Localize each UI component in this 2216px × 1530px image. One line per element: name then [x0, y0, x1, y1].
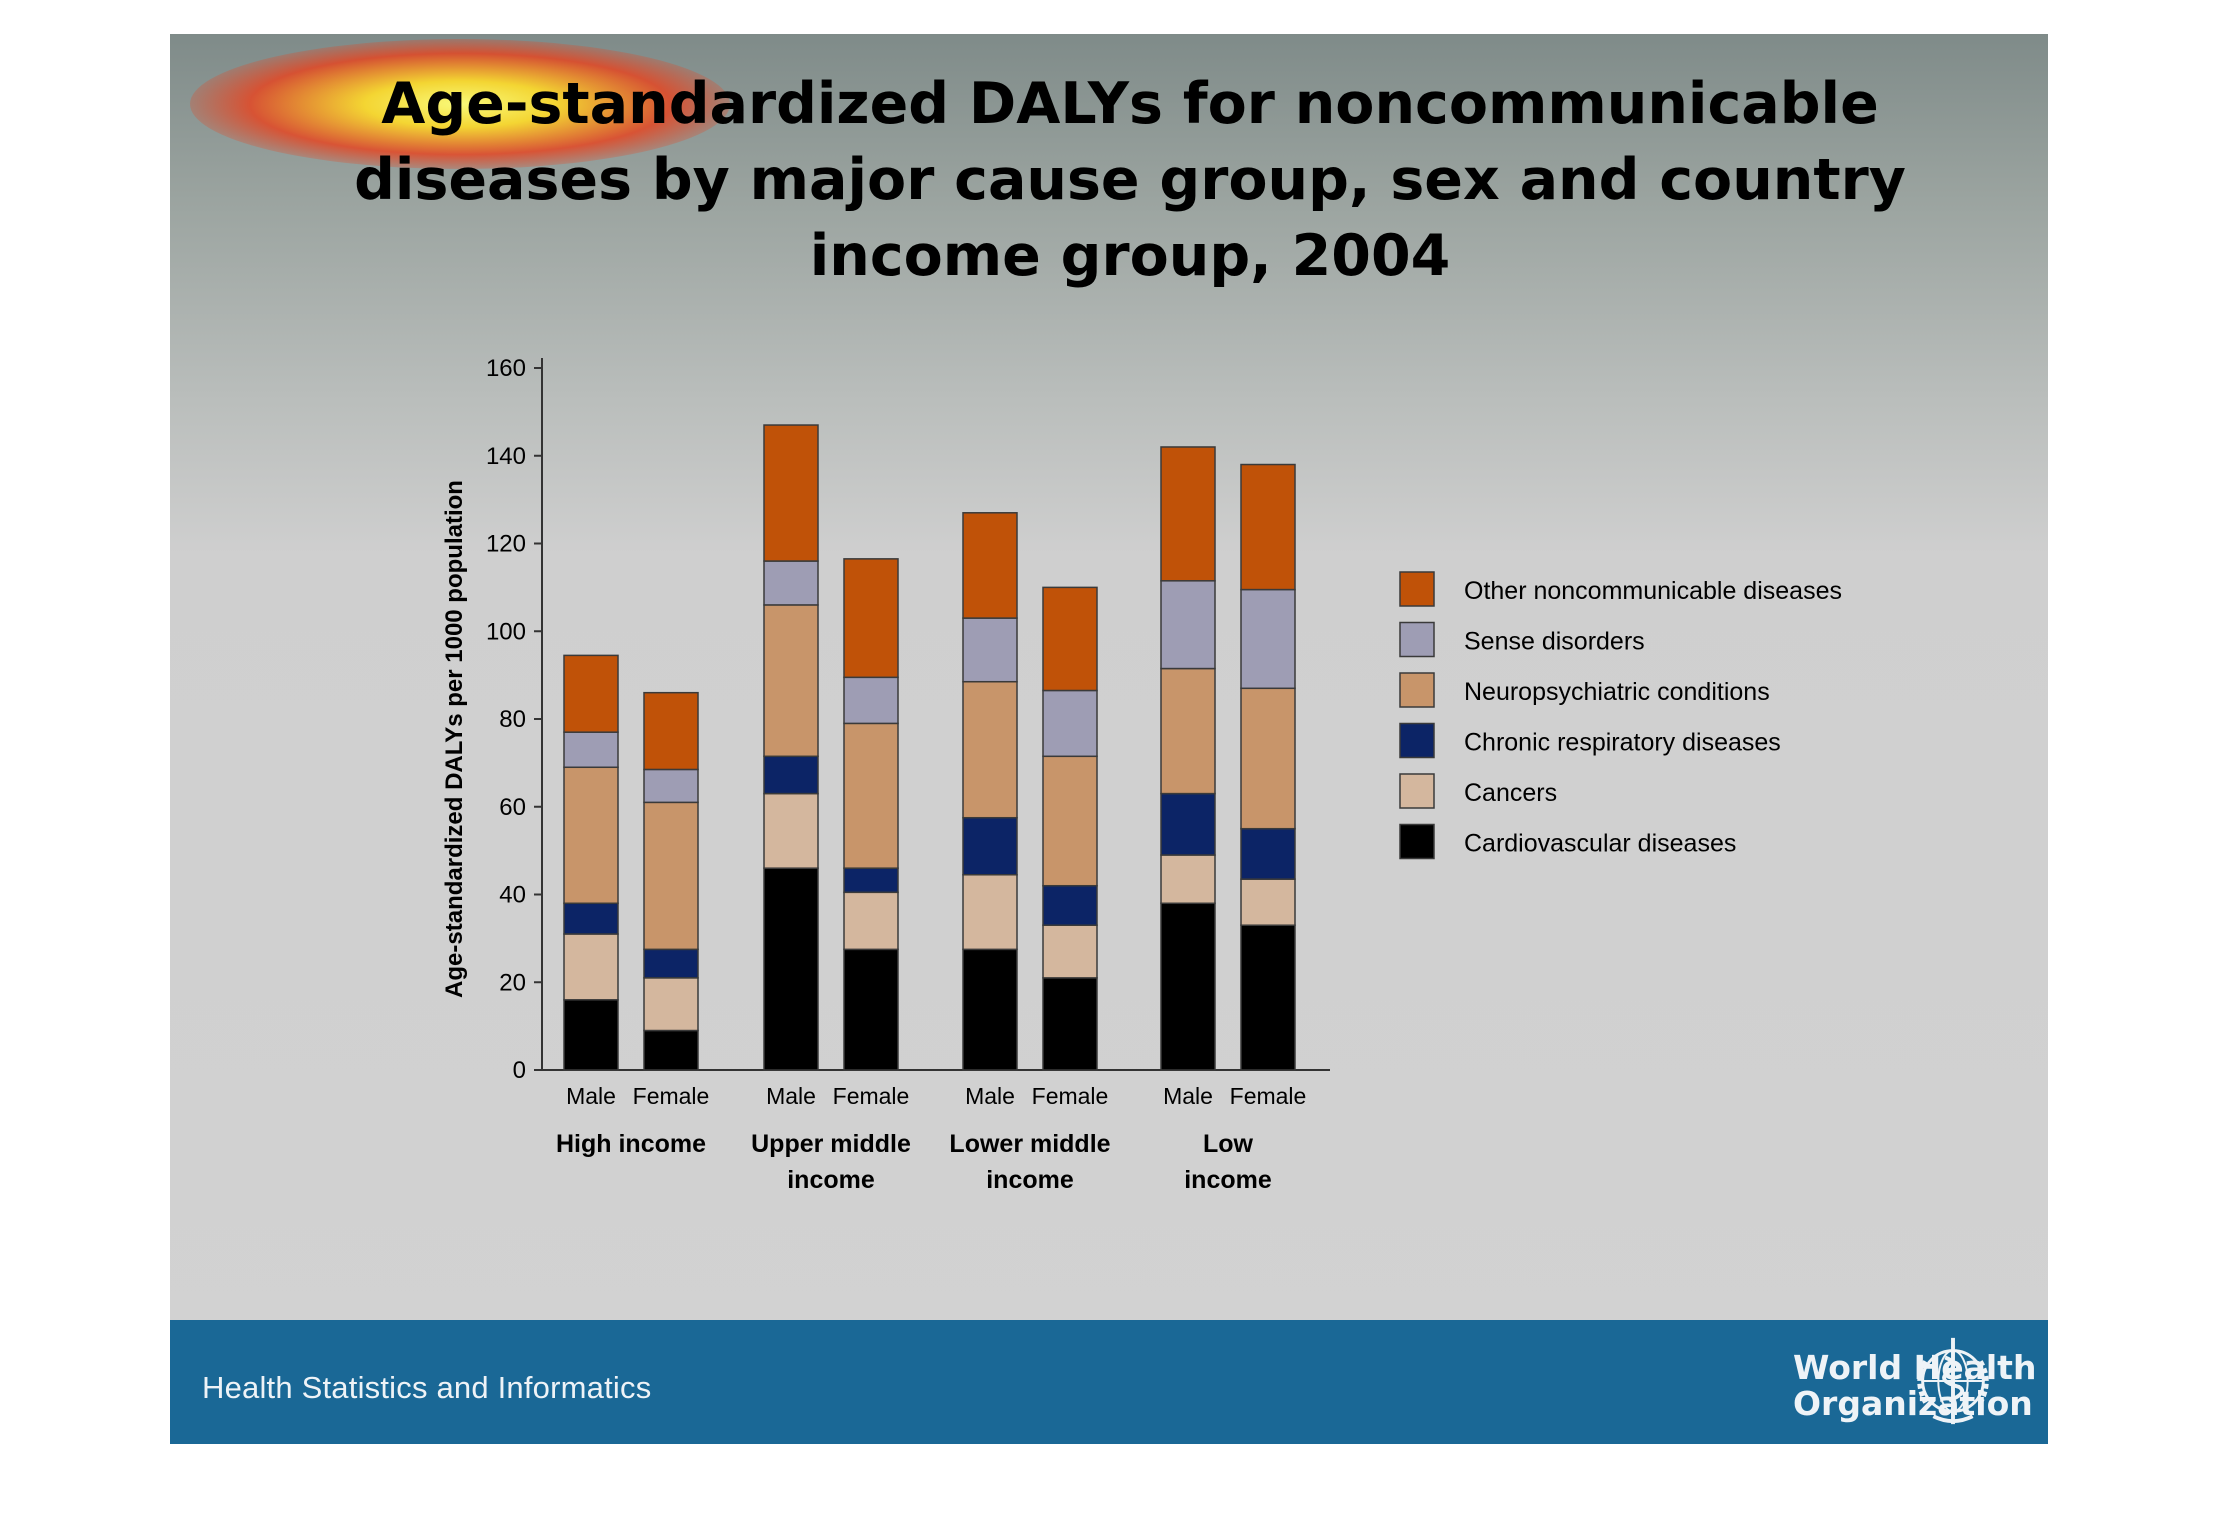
bar-segment: [643, 691, 699, 771]
bar-segment: [763, 604, 819, 758]
y-tick-label: 80: [499, 706, 526, 733]
who-name-line-2: Organization: [1793, 1384, 2033, 1423]
bar-segment: [962, 816, 1018, 876]
legend-label: Neuropsychiatric conditions: [1464, 678, 1770, 706]
x-category-label: Male: [1163, 1083, 1213, 1109]
who-name: World Health Organization: [1793, 1350, 2036, 1422]
bar-segment: [643, 977, 699, 1032]
bar-segment: [563, 654, 619, 733]
footer-unit-name: Health Statistics and Informatics: [202, 1370, 652, 1405]
legend-label: Cardiovascular diseases: [1464, 830, 1736, 858]
y-axis-label: Age-standardized DALYs per 1000 populati…: [441, 480, 468, 998]
bar-segment: [643, 801, 699, 951]
bar-segment: [1042, 755, 1098, 887]
bar-segment: [1160, 792, 1216, 856]
bar-segment: [843, 676, 899, 725]
legend-swatch: [1399, 722, 1435, 759]
bar-segment: [843, 891, 899, 951]
legend-label: Other noncommunicable diseases: [1464, 577, 1842, 605]
legend-swatch: [1399, 621, 1435, 658]
group-label: High income: [556, 1130, 706, 1158]
bar-segment: [1042, 884, 1098, 926]
bar-segment: [563, 902, 619, 935]
bar-segment: [1240, 878, 1296, 926]
who-name-line-1: World Health: [1793, 1348, 2037, 1387]
x-category-label: Female: [1230, 1083, 1307, 1109]
title-line-1: Age-standardized DALYs for noncommunicab…: [381, 71, 1879, 137]
slide: Age-standardized DALYs for noncommunicab…: [170, 34, 2048, 1444]
bar-segment: [962, 680, 1018, 819]
y-tick-label: 120: [486, 531, 526, 558]
legend-swatch: [1399, 773, 1435, 809]
attention-highlight: [190, 39, 730, 169]
y-tick-label: 20: [499, 969, 526, 996]
x-category-label: Male: [766, 1083, 816, 1109]
bar-segment: [563, 999, 619, 1071]
legend-label: Cancers: [1464, 779, 1557, 807]
bar-segment: [1160, 446, 1216, 582]
bar-segment: [843, 558, 899, 679]
bar-segment: [1160, 667, 1216, 795]
bar-segment: [763, 792, 819, 869]
bar-segment: [1042, 924, 1098, 979]
bar-segment: [643, 1029, 699, 1071]
x-category-label: Female: [833, 1083, 910, 1109]
y-tick-label: 40: [499, 882, 526, 909]
group-label: income: [1184, 1166, 1272, 1194]
bar-segment: [763, 755, 819, 795]
bar-segment: [1160, 580, 1216, 670]
x-category-label: Female: [633, 1083, 710, 1109]
bar-segment: [763, 560, 819, 606]
bar-segment: [1240, 463, 1296, 591]
bar-segment: [563, 766, 619, 905]
bar-segment: [1042, 977, 1098, 1071]
group-label: income: [986, 1166, 1074, 1194]
bar-segment: [962, 512, 1018, 619]
title-line-2: diseases by major cause group, sex and c…: [354, 147, 1906, 213]
bar-segment: [962, 874, 1018, 951]
x-category-label: Male: [566, 1083, 616, 1109]
bar-segment: [763, 867, 819, 1071]
group-label: Upper middle: [751, 1130, 911, 1158]
group-label: Low: [1203, 1130, 1254, 1158]
x-category-label: Male: [965, 1083, 1015, 1109]
legend-swatch: [1399, 672, 1435, 708]
y-tick-label: 0: [513, 1057, 526, 1084]
y-tick-label: 160: [486, 355, 526, 382]
bar-segment: [643, 768, 699, 804]
y-tick-label: 60: [499, 794, 526, 821]
group-label: Lower middle: [949, 1130, 1110, 1158]
bar-segment: [643, 948, 699, 979]
legend-label: Chronic respiratory diseases: [1464, 729, 1781, 757]
bar-segment: [1240, 588, 1296, 690]
y-tick-label: 100: [486, 618, 526, 645]
x-category-label: Female: [1032, 1083, 1109, 1109]
bar-segment: [1240, 924, 1296, 1071]
footer-bar: Health Statistics and Informatics World …: [170, 1320, 2048, 1444]
bar-segment: [843, 867, 899, 894]
bar-segment: [962, 617, 1018, 683]
stacked-bar-chart: 0 20 40 60 80 100 120 140 160 Age-standardized DA…: [441, 355, 1842, 1194]
legend-label: Sense disorders: [1464, 628, 1645, 656]
bar-segment: [563, 933, 619, 1001]
bar-segment: [843, 948, 899, 1071]
bar-segment: [1042, 586, 1098, 692]
legend-swatch: [1399, 571, 1435, 607]
bar-segment: [563, 731, 619, 769]
bar-segment: [1042, 689, 1098, 758]
group-label: income: [787, 1166, 875, 1194]
title-line-3: income group, 2004: [809, 223, 1451, 289]
bar-segment: [1240, 827, 1296, 880]
who-emblem-icon: [1917, 1337, 1989, 1425]
page-title: Age-standardized DALYs for noncommunicab…: [290, 66, 1970, 294]
bar-segment: [763, 424, 819, 562]
y-tick-label: 140: [486, 443, 526, 470]
bar-segment: [1160, 902, 1216, 1071]
bar-segment: [962, 948, 1018, 1071]
legend-swatch: [1399, 823, 1435, 860]
bar-segment: [843, 722, 899, 869]
bar-segment: [1240, 687, 1296, 830]
bar-segment: [1160, 854, 1216, 905]
